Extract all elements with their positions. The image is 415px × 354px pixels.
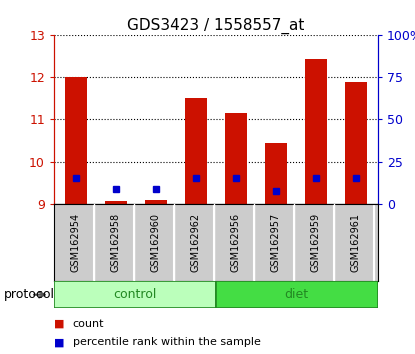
Text: GSM162957: GSM162957 bbox=[271, 213, 281, 272]
Text: GSM162958: GSM162958 bbox=[111, 213, 121, 272]
Text: percentile rank within the sample: percentile rank within the sample bbox=[73, 337, 261, 348]
Bar bbox=[145, 200, 167, 204]
Bar bbox=[65, 78, 87, 204]
Bar bbox=[54, 281, 216, 308]
Bar bbox=[265, 143, 287, 204]
Text: ■: ■ bbox=[54, 319, 64, 329]
Text: GSM162962: GSM162962 bbox=[191, 213, 201, 272]
Text: count: count bbox=[73, 319, 104, 329]
Bar bbox=[225, 113, 247, 204]
Text: ■: ■ bbox=[54, 337, 64, 348]
Text: GSM162956: GSM162956 bbox=[231, 213, 241, 272]
Bar bbox=[105, 201, 127, 204]
Bar bbox=[216, 281, 378, 308]
Bar bbox=[305, 58, 327, 204]
Text: GSM162959: GSM162959 bbox=[311, 213, 321, 272]
Text: GSM162960: GSM162960 bbox=[151, 213, 161, 272]
Text: GSM162961: GSM162961 bbox=[351, 213, 361, 272]
Bar bbox=[185, 98, 207, 204]
Text: diet: diet bbox=[285, 288, 309, 301]
Text: GSM162954: GSM162954 bbox=[71, 213, 81, 272]
Title: GDS3423 / 1558557_at: GDS3423 / 1558557_at bbox=[127, 18, 305, 34]
Text: control: control bbox=[113, 288, 156, 301]
Text: protocol: protocol bbox=[4, 288, 55, 301]
Bar bbox=[345, 82, 367, 204]
